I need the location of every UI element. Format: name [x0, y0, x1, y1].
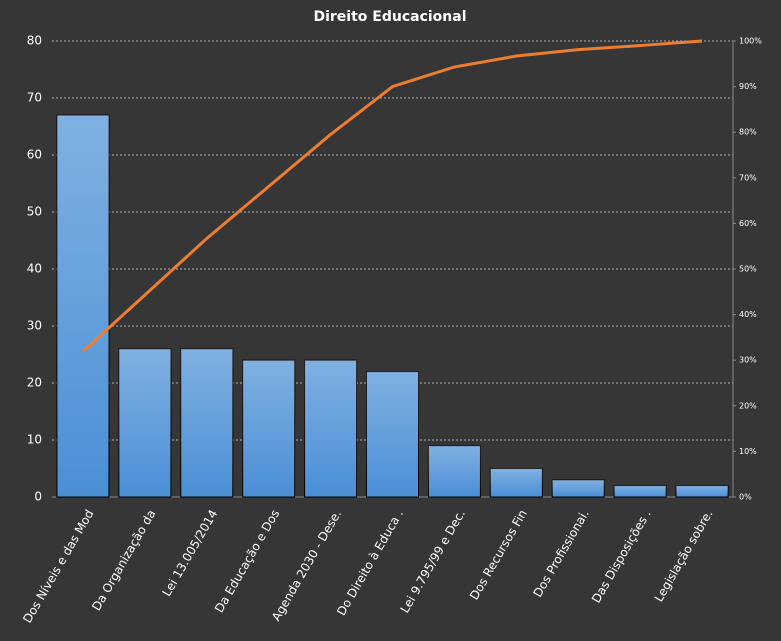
- bar-shine: [676, 485, 729, 497]
- y2-tick-label: 20%: [739, 401, 757, 410]
- y-tick-label: 50: [27, 205, 42, 219]
- bar-shine: [490, 468, 543, 497]
- bar-shine: [180, 348, 233, 497]
- bar-shine: [242, 360, 295, 497]
- y2-tick-label: 80%: [739, 128, 757, 137]
- bar-shine: [304, 360, 357, 497]
- bar-shine: [552, 479, 605, 497]
- bar-shine: [366, 371, 419, 497]
- bar-shine: [428, 445, 481, 497]
- y2-tick-label: 100%: [739, 37, 762, 46]
- y-tick-label: 0: [34, 490, 42, 504]
- y-tick-label: 20: [27, 376, 42, 390]
- y2-tick-label: 30%: [739, 356, 757, 365]
- bar-shine: [56, 115, 109, 497]
- y2-tick-label: 10%: [739, 447, 757, 456]
- y-tick-label: 70: [27, 91, 42, 105]
- y2-tick-label: 60%: [739, 219, 757, 228]
- y-tick-label: 80: [27, 34, 42, 48]
- y2-tick-label: 50%: [739, 265, 757, 274]
- bar-shine: [614, 485, 667, 497]
- bar-shine: [118, 348, 171, 497]
- y2-tick-label: 40%: [739, 310, 757, 319]
- y-tick-label: 30: [27, 319, 42, 333]
- chart-title: Direito Educacional: [313, 9, 466, 25]
- y2-tick-label: 0%: [739, 493, 752, 502]
- y2-tick-label: 90%: [739, 82, 757, 91]
- y-tick-label: 10: [27, 433, 42, 447]
- y2-tick-label: 70%: [739, 173, 757, 182]
- y-tick-label: 60: [27, 148, 42, 162]
- y-tick-label: 40: [27, 262, 42, 276]
- cumulative-line: [81, 39, 703, 353]
